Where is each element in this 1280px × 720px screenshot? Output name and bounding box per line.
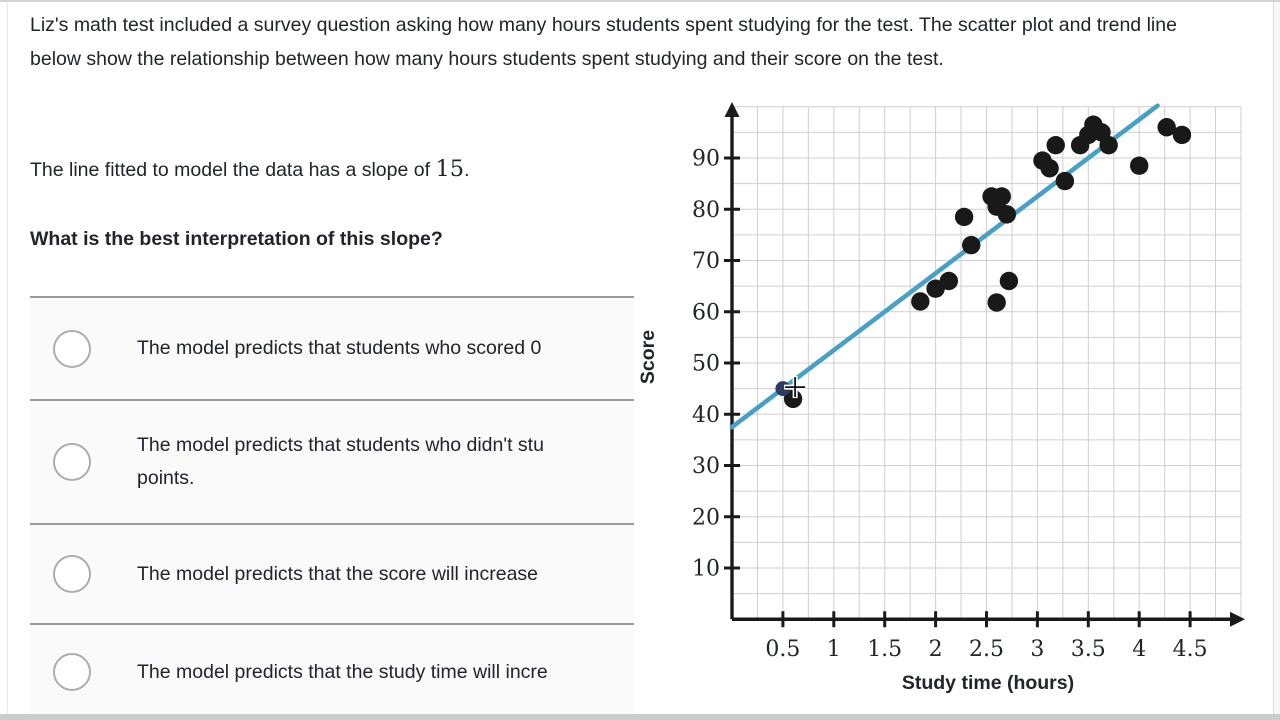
question-prompt: What is the best interpretation of this …: [30, 228, 443, 250]
y-tick-label: 50: [692, 352, 720, 377]
data-point: [1172, 125, 1192, 145]
data-point: [987, 293, 1006, 312]
x-axis-arrow-icon: [1230, 611, 1245, 627]
data-point: [1099, 135, 1118, 155]
answer-option-4-text: The model predicts that the study time w…: [137, 656, 548, 689]
x-tick-label: 3.5: [1071, 637, 1106, 662]
top-border: [0, 0, 1280, 2]
x-tick-label: 3: [1030, 637, 1044, 662]
data-point: [954, 207, 974, 227]
x-tick-label: 1.5: [867, 637, 902, 662]
data-point: [1130, 156, 1149, 175]
trend-line: [729, 103, 1160, 430]
y-tick-label: 30: [692, 454, 720, 479]
data-point: [939, 271, 959, 291]
x-tick-label: 4: [1132, 637, 1146, 662]
data-point: [999, 271, 1019, 291]
slope-sentence-prefix: The line fitted to model the data has a …: [30, 159, 436, 181]
x-tick-label: 4.5: [1173, 637, 1208, 662]
y-tick-label: 40: [692, 403, 720, 428]
radio-button-3[interactable]: [53, 555, 91, 593]
scatter-plot[interactable]: 0.5 1 1.5 2 2.5 3 3.5 4 4.5 10 20 30 40 50 60 70 80 90 Stu…: [634, 95, 1275, 720]
data-point: [1046, 135, 1065, 155]
answer-option-4-line: The model predicts that the study time w…: [137, 660, 548, 683]
slope-sentence-suffix: .: [464, 159, 470, 181]
data-point: [1055, 171, 1075, 191]
x-axis-title: Study time (hours): [902, 672, 1074, 694]
slope-sentence: The line fitted to model the data has a …: [30, 156, 470, 182]
y-axis-title: Score: [637, 330, 659, 384]
data-point: [997, 205, 1017, 224]
answer-option-2-line1: The model predicts that students who did…: [137, 434, 544, 456]
answer-option-2-line2: points.: [137, 467, 195, 489]
answer-option-1-text: The model predicts that students who sco…: [137, 332, 541, 365]
bottom-border: [0, 714, 1280, 720]
y-tick-label: 20: [692, 505, 720, 530]
question-paragraph: Liz's math test included a survey questi…: [30, 14, 1177, 70]
y-axis-arrow-icon: [724, 102, 740, 117]
data-point: [1157, 118, 1176, 137]
x-tick-label: 2.5: [969, 637, 1004, 662]
answer-option-1-line: The model predicts that students who sco…: [137, 337, 542, 359]
answer-option-3-text: The model predicts that the score will i…: [137, 558, 538, 591]
y-tick-label: 90: [692, 147, 720, 172]
x-tick-label: 0.5: [765, 637, 800, 662]
data-point: [962, 235, 981, 255]
scatter-plot-panel: 0.5 1 1.5 2 2.5 3 3.5 4 4.5 10 20 30 40 50 60 70 80 90 Stu…: [634, 95, 1275, 720]
radio-button-1[interactable]: [53, 329, 91, 368]
right-border: [1273, 2, 1280, 714]
data-point: [911, 292, 930, 311]
radio-button-2[interactable]: [53, 443, 91, 481]
data-point: [783, 389, 803, 409]
y-tick-label: 80: [692, 198, 720, 223]
slope-value: 15: [435, 156, 465, 182]
y-tick-label: 10: [692, 557, 720, 582]
answer-option-2-text: The model predicts that students who did…: [137, 429, 544, 495]
answer-option-3-line: The model predicts that the score will i…: [137, 562, 539, 585]
radio-button-4[interactable]: [53, 653, 91, 691]
x-tick-label: 1: [827, 637, 841, 662]
y-tick-label: 70: [692, 249, 720, 274]
x-tick-label: 2: [929, 637, 943, 662]
left-border: [7, 2, 8, 714]
data-point: [1040, 159, 1059, 178]
y-tick-label: 60: [692, 300, 720, 325]
